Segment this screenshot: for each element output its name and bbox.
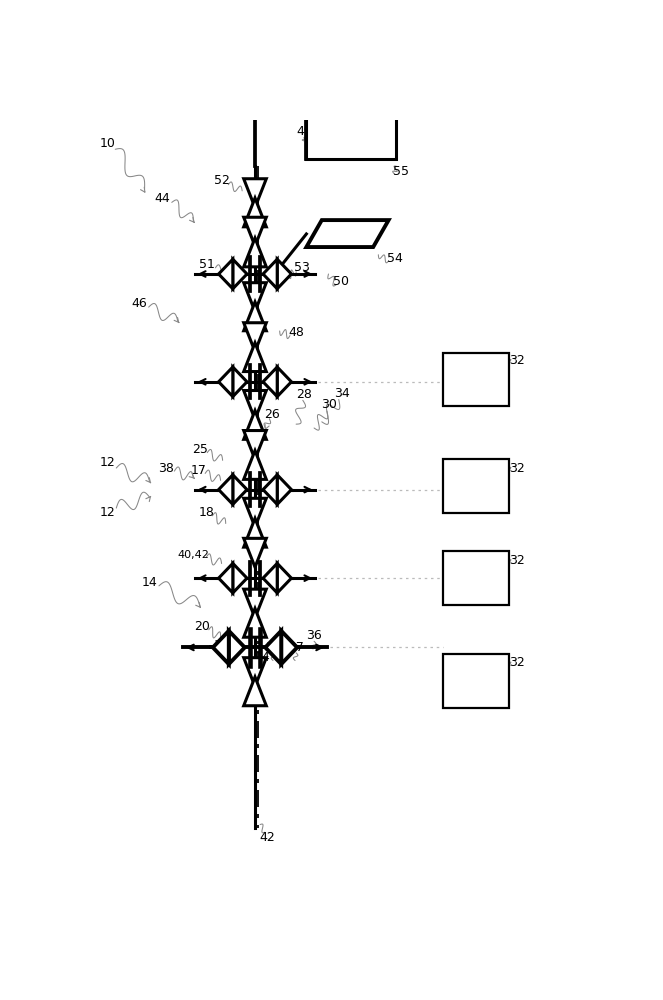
Polygon shape xyxy=(244,391,267,419)
Polygon shape xyxy=(263,475,277,504)
Polygon shape xyxy=(244,343,267,372)
Text: 50: 50 xyxy=(333,275,349,288)
Polygon shape xyxy=(263,563,277,593)
Polygon shape xyxy=(277,367,291,397)
Polygon shape xyxy=(233,563,247,593)
Text: 12: 12 xyxy=(99,506,115,519)
Polygon shape xyxy=(233,259,247,289)
Polygon shape xyxy=(219,475,233,504)
Text: 36: 36 xyxy=(306,629,322,642)
Polygon shape xyxy=(244,411,267,439)
FancyBboxPatch shape xyxy=(306,112,396,158)
Polygon shape xyxy=(244,323,267,352)
Polygon shape xyxy=(306,220,389,247)
Text: 32: 32 xyxy=(509,354,525,367)
Polygon shape xyxy=(244,677,267,706)
Polygon shape xyxy=(229,631,245,664)
Polygon shape xyxy=(263,367,277,397)
Text: 53: 53 xyxy=(294,261,310,274)
Polygon shape xyxy=(244,283,267,311)
Polygon shape xyxy=(213,631,229,664)
Text: 49: 49 xyxy=(296,125,312,138)
Polygon shape xyxy=(244,217,267,246)
Text: 32: 32 xyxy=(509,554,525,567)
Polygon shape xyxy=(281,631,297,664)
Text: 38: 38 xyxy=(158,462,174,475)
Polygon shape xyxy=(244,538,267,567)
Text: 55: 55 xyxy=(393,165,410,178)
Text: 52: 52 xyxy=(213,174,229,187)
Polygon shape xyxy=(244,431,267,459)
Polygon shape xyxy=(244,608,267,637)
Polygon shape xyxy=(244,518,267,547)
Text: 54: 54 xyxy=(387,252,403,265)
Text: 17: 17 xyxy=(190,464,206,477)
Polygon shape xyxy=(219,367,233,397)
Text: 42: 42 xyxy=(259,831,274,844)
Polygon shape xyxy=(263,259,277,289)
Text: 19: 19 xyxy=(266,641,282,654)
Text: 44: 44 xyxy=(154,192,170,205)
FancyBboxPatch shape xyxy=(443,459,509,513)
Text: 32: 32 xyxy=(509,462,525,475)
Polygon shape xyxy=(244,658,267,686)
Polygon shape xyxy=(277,563,291,593)
Text: 46: 46 xyxy=(131,297,147,310)
Polygon shape xyxy=(233,475,247,504)
Text: 12: 12 xyxy=(99,456,115,469)
Text: 28: 28 xyxy=(296,388,312,401)
Polygon shape xyxy=(244,198,267,227)
Polygon shape xyxy=(219,563,233,593)
Polygon shape xyxy=(244,498,267,527)
FancyBboxPatch shape xyxy=(443,353,509,406)
Text: 34: 34 xyxy=(334,387,350,400)
Polygon shape xyxy=(244,589,267,618)
Text: 16: 16 xyxy=(213,639,229,652)
FancyBboxPatch shape xyxy=(443,654,509,708)
Text: 18: 18 xyxy=(198,506,214,519)
Text: 30: 30 xyxy=(322,398,337,411)
Text: 20: 20 xyxy=(194,620,210,633)
Polygon shape xyxy=(233,367,247,397)
Polygon shape xyxy=(244,238,267,267)
Text: 25: 25 xyxy=(192,443,208,456)
Text: 24: 24 xyxy=(254,651,270,664)
Text: 48: 48 xyxy=(288,326,304,339)
Text: 51: 51 xyxy=(200,258,215,271)
Text: 26: 26 xyxy=(264,408,280,421)
Polygon shape xyxy=(277,475,291,504)
Text: 10: 10 xyxy=(99,137,115,150)
FancyBboxPatch shape xyxy=(443,551,509,605)
Polygon shape xyxy=(244,451,267,479)
Text: 40,42: 40,42 xyxy=(178,550,210,560)
Text: 32: 32 xyxy=(509,656,525,669)
Text: 14: 14 xyxy=(142,576,158,588)
Polygon shape xyxy=(265,631,281,664)
Polygon shape xyxy=(244,302,267,331)
Polygon shape xyxy=(277,259,291,289)
Text: 27: 27 xyxy=(288,641,304,654)
Polygon shape xyxy=(244,179,267,208)
Polygon shape xyxy=(219,259,233,289)
